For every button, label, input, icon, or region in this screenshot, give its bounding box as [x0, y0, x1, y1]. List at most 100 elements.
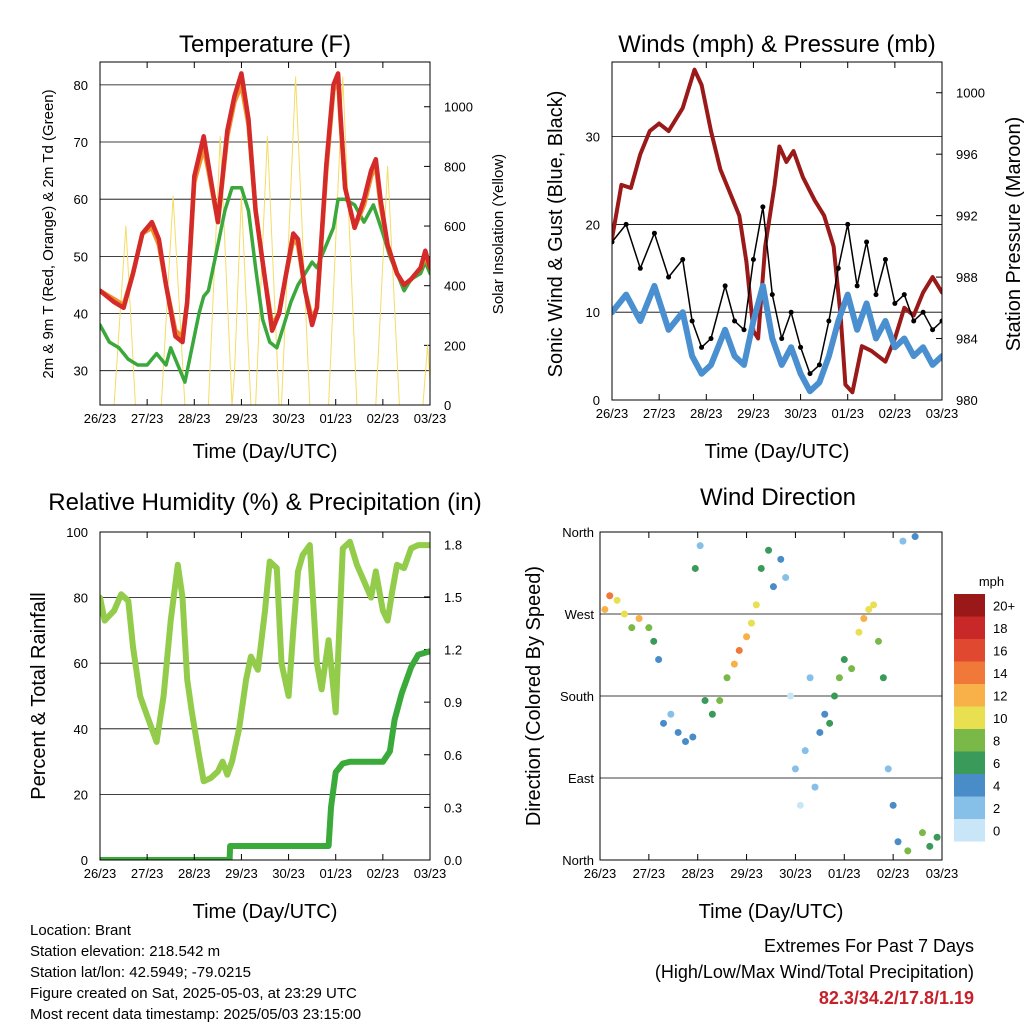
direction-point: [606, 592, 614, 600]
gust-point: [680, 257, 686, 263]
legend-label: 12: [993, 688, 1007, 703]
chart-panel-4: North East South West North Wind Direction Tim…: [523, 484, 958, 923]
legend-swatch: [954, 594, 985, 617]
recent-timestamp: Most recent data timestamp: 2025/05/03 2…: [30, 1006, 362, 1023]
y-right-tick-label: 400: [444, 279, 466, 294]
gust-point: [826, 318, 832, 324]
legend-swatch: [954, 819, 985, 842]
gust-point: [816, 362, 822, 368]
x-tick-label: 29/23: [225, 411, 258, 426]
gust-point: [769, 292, 775, 298]
legend-title: mph: [979, 574, 1004, 589]
series-group: [100, 538, 430, 860]
gust-point: [854, 283, 860, 289]
y-tick-label: 80: [74, 591, 88, 606]
series-line: [113, 76, 430, 405]
y-tick-label: 10: [586, 305, 600, 320]
plot-frame: [599, 531, 943, 861]
series-line: [100, 71, 430, 345]
y-right-tick-label: 1.5: [444, 590, 462, 605]
series-line: [612, 282, 942, 395]
figure-created: Figure created on Sat, 2025-05-03, at 23…: [30, 985, 357, 1002]
legend-swatch: [954, 661, 985, 684]
x-tick-label: 01/23: [319, 866, 352, 881]
gust-point: [708, 336, 714, 342]
y-axis-label: Direction (Colored By Speed): [523, 566, 545, 826]
x-tick-label: 30/23: [272, 411, 305, 426]
chart-title: Temperature (F): [179, 31, 351, 58]
legend-label: 6: [993, 756, 1000, 771]
direction-point: [926, 842, 934, 850]
scatter-points: [601, 533, 941, 855]
y-tick-label: North: [562, 525, 594, 540]
direction-point: [765, 546, 773, 554]
y-axis-right-label: Station Pressure (Maroon): [1003, 117, 1024, 352]
direction-point: [889, 801, 897, 809]
gust-point: [864, 239, 870, 245]
chart-title: Wind Direction: [700, 484, 856, 511]
x-tick-label: 30/23: [272, 866, 305, 881]
y-right-tick-label: 0.0: [444, 853, 462, 868]
x-tick-label: 29/23: [730, 866, 763, 881]
gust-point: [750, 257, 756, 263]
gust-point: [732, 318, 738, 324]
y-tick-label: 60: [74, 656, 88, 671]
y-right-tick-label: 200: [444, 338, 466, 353]
direction-point: [874, 637, 882, 645]
x-tick-label: 27/23: [131, 411, 164, 426]
direction-point: [650, 637, 658, 645]
series-line: [100, 186, 430, 384]
direction-point: [879, 674, 887, 682]
direction-point: [840, 656, 848, 664]
x-axis-label: Time (Day/UTC): [193, 441, 338, 463]
direction-point: [752, 601, 760, 609]
y-tick-label: 80: [74, 78, 88, 93]
direction-point: [645, 624, 653, 632]
extremes-subtitle: (High/Low/Max Wind/Total Precipitation): [654, 962, 974, 982]
gust-point: [779, 336, 785, 342]
x-tick-label: 02/23: [877, 866, 910, 881]
y-tick-label: 30: [586, 130, 600, 145]
direction-point: [835, 674, 843, 682]
direction-point: [911, 533, 919, 541]
extremes-values: 82.3/34.2/17.8/1.19: [818, 988, 974, 1008]
station-location: Location: Brant: [30, 922, 131, 939]
y-right-tick-label: 0.9: [444, 695, 462, 710]
y-right-tick-label: 800: [444, 159, 466, 174]
x-tick-label: 27/23: [633, 866, 666, 881]
series-line: [100, 648, 430, 860]
y-axis-label: Sonic Wind & Gust (Blue, Black): [545, 91, 567, 378]
chart-title: Relative Humidity (%) & Precipitation (i…: [48, 489, 481, 516]
direction-point: [777, 555, 785, 563]
direction-point: [682, 738, 689, 746]
station-latlon: Station lat/lon: 42.5949; -79.0215: [30, 964, 252, 981]
direction-point: [848, 665, 856, 673]
x-tick-label: 28/23: [178, 411, 211, 426]
legend-label: 8: [993, 733, 1000, 748]
gust-point: [722, 283, 728, 289]
y-tick-label: 0: [81, 853, 88, 868]
x-axis-label: Time (Day/UTC): [193, 901, 338, 923]
plot-frame: [99, 61, 431, 406]
legend-label: 16: [993, 643, 1007, 658]
direction-point: [769, 583, 777, 591]
legend-swatch: [954, 751, 985, 774]
direction-point: [723, 674, 731, 682]
direction-point: [821, 710, 829, 718]
y-axis-label: Percent & Total Rainfall: [28, 592, 50, 800]
plot-frame: [99, 531, 431, 861]
y-right-tick-label: 984: [956, 332, 978, 347]
direction-point: [743, 633, 751, 641]
direction-point: [660, 719, 668, 727]
gust-point: [873, 292, 879, 298]
direction-point: [601, 605, 609, 613]
gust-point: [835, 265, 841, 271]
extremes-title: Extremes For Past 7 Days: [763, 936, 974, 956]
direction-point: [701, 697, 709, 705]
x-tick-label: 28/23: [178, 866, 211, 881]
y-right-tick-label: 1.2: [444, 643, 462, 658]
legend-swatch: [954, 796, 985, 819]
direction-point: [674, 728, 682, 736]
x-tick-label: 02/23: [879, 406, 912, 421]
